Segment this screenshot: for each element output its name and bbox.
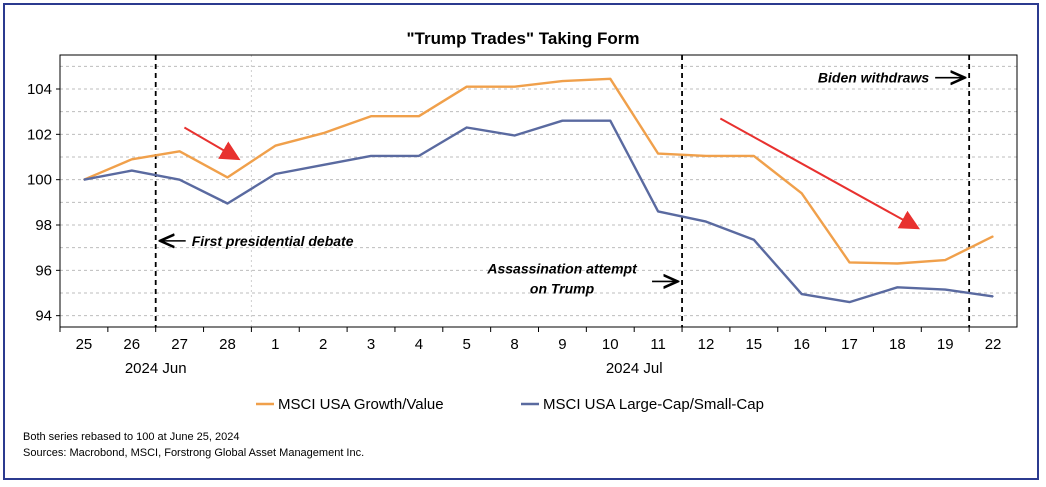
x-tick-label: 5 xyxy=(463,336,471,353)
x-tick-label: 16 xyxy=(793,336,810,353)
annotations: First presidential debate Assassination a… xyxy=(162,70,963,296)
data-point xyxy=(370,115,372,117)
data-point xyxy=(466,126,468,129)
data-point xyxy=(944,259,946,261)
data-point xyxy=(848,261,851,263)
x-tick-label: 19 xyxy=(937,336,954,353)
data-point xyxy=(657,210,659,212)
data-point xyxy=(705,221,707,223)
x-tick-label: 28 xyxy=(219,336,236,353)
x-tick-label: 12 xyxy=(698,336,715,353)
footnote: Both series rebased to 100 at June 25, 2… xyxy=(23,431,240,443)
x-tick-label: 26 xyxy=(123,336,140,353)
footnote: Sources: Macrobond, MSCI, Forstrong Glob… xyxy=(23,447,364,459)
data-point xyxy=(992,235,994,237)
data-point xyxy=(179,179,181,181)
x-tick-label: 17 xyxy=(841,336,858,353)
data-point xyxy=(561,80,564,82)
legend: MSCI USA Growth/Value MSCI USA Large-Cap/… xyxy=(256,396,764,413)
x-tick-label: 9 xyxy=(558,336,566,353)
y-tick-label: 104 xyxy=(27,81,52,98)
x-tick-label: 4 xyxy=(415,336,423,353)
data-point xyxy=(609,120,611,122)
series-lines xyxy=(83,77,994,304)
y-tick-label: 94 xyxy=(35,308,52,325)
month-label: 2024 Jun xyxy=(125,360,187,377)
x-tick-label: 25 xyxy=(76,336,93,353)
legend-label: MSCI USA Large-Cap/Small-Cap xyxy=(543,396,764,413)
data-point xyxy=(944,289,946,291)
footnotes: Both series rebased to 100 at June 25, 2… xyxy=(23,431,364,459)
y-tick-label: 102 xyxy=(27,126,52,143)
y-tick-label: 96 xyxy=(35,262,52,279)
x-tick-label: 22 xyxy=(985,336,1002,353)
series-line xyxy=(83,119,994,304)
data-point xyxy=(226,176,229,178)
data-point xyxy=(801,192,803,194)
data-point xyxy=(896,286,898,288)
data-point xyxy=(322,164,324,166)
data-point xyxy=(418,115,420,117)
data-point xyxy=(753,155,755,157)
annotation-assassination: Assassination attempt xyxy=(486,260,638,276)
data-point xyxy=(561,120,564,122)
x-tick-label: 27 xyxy=(171,336,188,353)
x-tick-label: 3 xyxy=(367,336,375,353)
data-point xyxy=(609,78,611,80)
trend-arrow xyxy=(719,117,921,230)
x-tick-label: 2 xyxy=(319,336,327,353)
x-tick-label: 11 xyxy=(650,336,666,353)
trend-arrow xyxy=(183,126,241,161)
data-point xyxy=(274,173,276,175)
x-tick-label: 15 xyxy=(745,336,762,353)
series-line xyxy=(83,77,994,265)
data-point xyxy=(801,293,803,295)
data-point xyxy=(179,150,181,152)
annotation-biden: Biden withdraws xyxy=(818,70,929,86)
data-point xyxy=(131,158,133,160)
x-axis: 25 26 27 28 1 2 3 4 5 8 9 10 11 12 15 16 17 18 19 22 xyxy=(59,327,1002,353)
month-labels: 2024 Jun 2024 Jul xyxy=(125,360,663,377)
data-point xyxy=(513,134,516,137)
month-label: 2024 Jul xyxy=(606,360,663,377)
y-axis: 94 96 98 100 102 104 xyxy=(27,81,60,325)
legend-label: MSCI USA Growth/Value xyxy=(278,396,444,413)
data-point xyxy=(848,301,851,303)
y-tick-label: 98 xyxy=(35,217,52,234)
gridlines xyxy=(60,55,1017,327)
data-point xyxy=(896,262,898,265)
trend-arrows xyxy=(183,117,921,230)
data-point xyxy=(418,155,420,157)
x-tick-label: 8 xyxy=(510,336,518,353)
data-point xyxy=(657,153,659,155)
data-point xyxy=(753,239,755,241)
data-point xyxy=(274,145,276,147)
data-point xyxy=(131,170,133,172)
data-point xyxy=(992,295,994,297)
data-point xyxy=(370,155,372,157)
x-tick-label: 18 xyxy=(889,336,906,353)
data-point xyxy=(705,155,707,157)
annotation-debate: First presidential debate xyxy=(192,233,354,249)
event-lines xyxy=(154,55,971,327)
data-point xyxy=(513,86,516,88)
chart-title: "Trump Trades" Taking Form xyxy=(406,29,639,48)
x-tick-label: 10 xyxy=(602,336,619,353)
data-point xyxy=(466,86,468,88)
annotation-assassination-line2: on Trump xyxy=(530,280,595,296)
data-point xyxy=(322,132,324,134)
data-point xyxy=(226,202,229,205)
data-point xyxy=(83,179,85,181)
y-tick-label: 100 xyxy=(27,172,52,189)
x-tick-label: 1 xyxy=(271,336,279,353)
